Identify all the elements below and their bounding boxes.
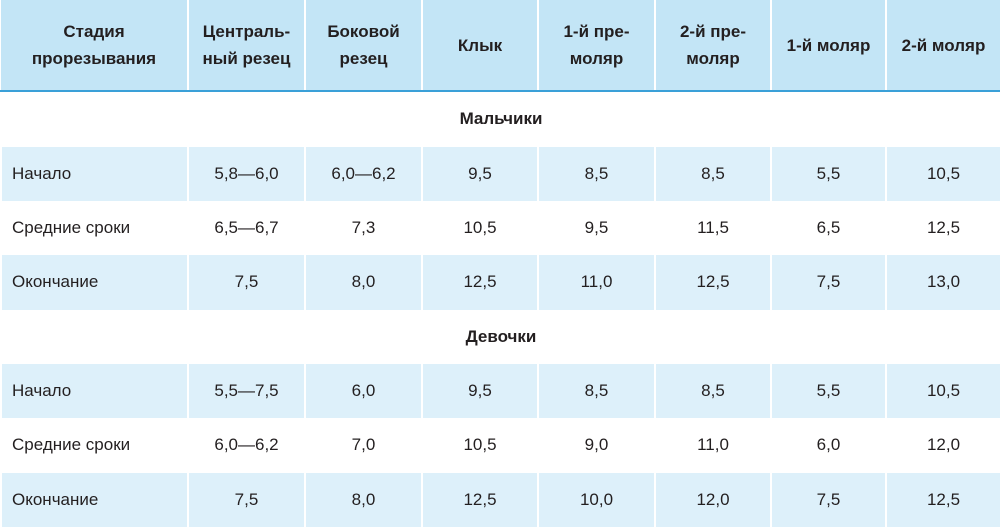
header-cell: 2-й пре-моляр [654,0,772,93]
cell: 9,0 [537,418,656,473]
data-row: Средние сроки 6,5—6,7 7,3 10,5 9,5 11,5 6,5 12,… [0,200,1000,256]
header-line: моляр [569,49,624,69]
cell: 8,5 [654,146,772,201]
cell: 6,0—6,2 [304,146,423,201]
cell: 10,5 [885,363,1000,419]
cell: 11,0 [537,255,656,310]
header-line: Клык [457,35,503,55]
cell: 10,5 [885,146,1000,201]
cell: 8,0 [304,472,423,527]
header-cell: 2-й моляр [885,0,1000,93]
row-label: Начало [0,363,189,419]
section-row: Мальчики [0,91,1000,147]
cell: 9,5 [421,363,539,419]
cell: 7,0 [304,418,423,473]
cell: 9,5 [537,200,656,256]
cell: 6,5 [770,200,887,256]
cell: 8,5 [654,363,772,419]
cell: 11,5 [654,200,772,256]
cell: 12,5 [885,472,1000,527]
section-title: Мальчики [0,91,1000,147]
header-cell: Клык [421,0,539,93]
cell: 5,5 [770,363,887,419]
cell: 5,5 [770,146,887,201]
row-label: Начало [0,146,189,201]
data-row: Средние сроки 6,0—6,2 7,0 10,5 9,0 11,0 6,0 12,… [0,418,1000,473]
header-cell: Боковой резец [304,0,423,93]
cell: 6,0—6,2 [187,418,306,473]
header-line: 1-й пре- [563,22,630,42]
data-row: Начало 5,8—6,0 6,0—6,2 9,5 8,5 8,5 5,5 10,5 [0,146,1000,201]
header-cell: 1-й пре-моляр [537,0,656,93]
header-cell: Стадия прорезывания [1,0,189,93]
section-row: Девочки [0,309,1000,364]
cell: 7,3 [304,200,423,256]
header-cell: 1-й моляр [770,0,887,93]
cell: 10,5 [421,200,539,256]
cell: 6,0 [304,363,423,419]
header-row: Стадия прорезывания Централь-ный резец Боко… [1,0,1000,93]
header-line: 1-й моляр [786,35,871,55]
row-label: Средние сроки [0,200,189,256]
cell: 6,5—6,7 [187,200,306,256]
header-line: Стадия [63,22,125,42]
header-line: 2-й пре- [679,22,747,42]
cell: 7,5 [770,255,887,310]
header-line: ный резец [202,49,291,69]
cell: 8,5 [537,146,656,201]
header-line: моляр [686,49,740,69]
header-line: 2-й моляр [901,35,986,55]
cell: 13,0 [885,255,1000,310]
section-title: Девочки [0,309,1000,364]
header-cell: Централь-ный резец [187,0,306,93]
cell: 11,0 [654,418,772,473]
cell: 6,0 [770,418,887,473]
cell: 10,0 [537,472,656,527]
cell: 12,5 [421,255,539,310]
cell: 7,5 [187,255,306,310]
cell: 5,8—6,0 [187,146,306,201]
header-line: резец [339,49,388,69]
cell: 5,5—7,5 [187,363,306,419]
row-label: Окончание [0,255,189,310]
cell: 10,5 [421,418,539,473]
row-label: Окончание [0,472,189,527]
header-line: прорезывания [31,49,157,69]
data-row: Окончание 7,5 8,0 12,5 10,0 12,0 7,5 12,5 [0,472,1000,527]
data-row: Окончание 7,5 8,0 12,5 11,0 12,5 7,5 13,0 [0,255,1000,310]
cell: 12,5 [654,255,772,310]
row-label: Средние сроки [0,418,189,473]
cell: 12,0 [885,418,1000,473]
data-row: Начало 5,5—7,5 6,0 9,5 8,5 8,5 5,5 10,5 [0,363,1000,419]
cell: 7,5 [187,472,306,527]
cell: 7,5 [770,472,887,527]
cell: 9,5 [421,146,539,201]
cell: 8,5 [537,363,656,419]
cell: 12,5 [885,200,1000,256]
header-line: Централь- [202,22,291,42]
cell: 12,5 [421,472,539,527]
cell: 12,0 [654,472,772,527]
header-line: Боковой [327,22,400,42]
cell: 8,0 [304,255,423,310]
